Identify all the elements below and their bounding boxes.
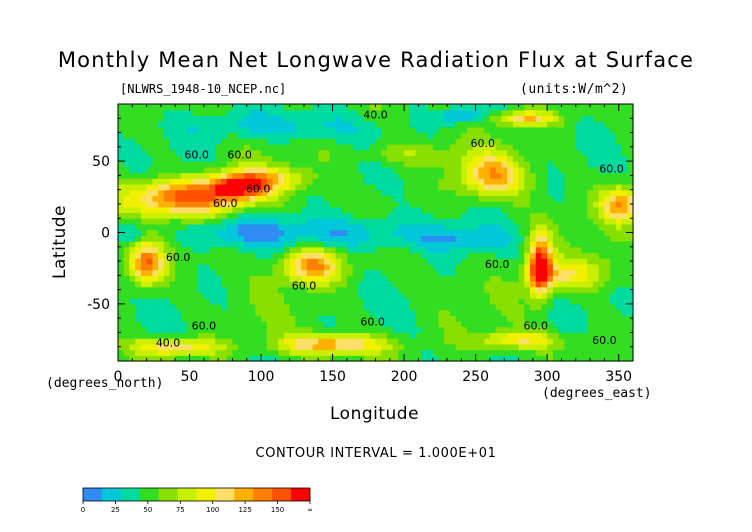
y-axis-unit: (degrees_north) (46, 376, 164, 391)
y-tick-label: -50 (87, 297, 110, 313)
colorbar-tick-label: ∞ (307, 506, 313, 514)
colorbar-tick-label: 125 (238, 506, 251, 514)
colorbar-swatch (253, 488, 273, 501)
contour-label: 60.0 (192, 320, 217, 333)
contour-label: 60.0 (166, 251, 191, 264)
x-tick-label: 100 (248, 369, 275, 385)
colorbar-swatch (158, 488, 178, 501)
x-axis-label: Longitude (330, 404, 420, 424)
x-tick-label: 0 (114, 369, 123, 385)
dataset-filename: [NLWRS_1948-10_NCEP.nc] (120, 82, 287, 96)
colorbar-swatch (177, 488, 197, 501)
colorbar-tick-label: 25 (111, 506, 120, 514)
y-tick-label: 50 (92, 154, 110, 170)
y-tick-label: 0 (101, 226, 110, 242)
colorbar-swatch (196, 488, 216, 501)
contour-label: 40.0 (363, 108, 388, 121)
contour-label: 60.0 (471, 137, 496, 150)
contour-interval-label: CONTOUR INTERVAL = 1.000E+01 (255, 446, 497, 461)
contour-label: 60.0 (599, 163, 624, 176)
colorbar-swatch (234, 488, 254, 501)
contour-label: 60.0 (485, 258, 510, 271)
x-axis-unit: (degrees_east) (542, 386, 652, 401)
colorbar-swatch (139, 488, 159, 501)
units-label: (units:W/m^2) (520, 82, 629, 97)
contour-label: 40.0 (156, 337, 181, 350)
heatmap-cells (118, 104, 634, 362)
chart-title: Monthly Mean Net Longwave Radiation Flux… (57, 48, 695, 72)
colorbar-tick-label: 75 (176, 506, 185, 514)
colorbar-swatch (83, 488, 103, 501)
contour-label: 60.0 (213, 197, 238, 210)
colorbar-swatch (101, 488, 122, 501)
colorbar-tick-label: 0 (81, 506, 85, 514)
x-tick-label: 150 (319, 369, 346, 385)
colorbar-tick-label: 50 (143, 506, 152, 514)
x-tick-label: 250 (462, 369, 489, 385)
contour-label: 60.0 (592, 334, 617, 347)
x-tick-label: 300 (534, 369, 561, 385)
contour-label: 60.0 (227, 148, 252, 161)
x-tick-label: 200 (391, 369, 418, 385)
x-tick-label: 350 (605, 369, 632, 385)
colorbar-swatch (120, 488, 141, 501)
contour-label: 60.0 (246, 183, 271, 196)
colorbar-swatch (215, 488, 235, 501)
colorbar-tick-label: 150 (271, 506, 284, 514)
colorbar-frame (82, 487, 311, 502)
contour-label: 60.0 (523, 320, 548, 333)
colorbar-tick-label: 100 (206, 506, 219, 514)
colorbar-swatch (272, 488, 292, 501)
contour-label: 60.0 (184, 148, 209, 161)
colorbar-swatch (291, 488, 311, 501)
contour-label: 60.0 (360, 315, 385, 328)
x-tick-label: 50 (181, 369, 199, 385)
y-axis-label: Latitude (50, 205, 70, 279)
contour-label: 60.0 (292, 280, 317, 293)
